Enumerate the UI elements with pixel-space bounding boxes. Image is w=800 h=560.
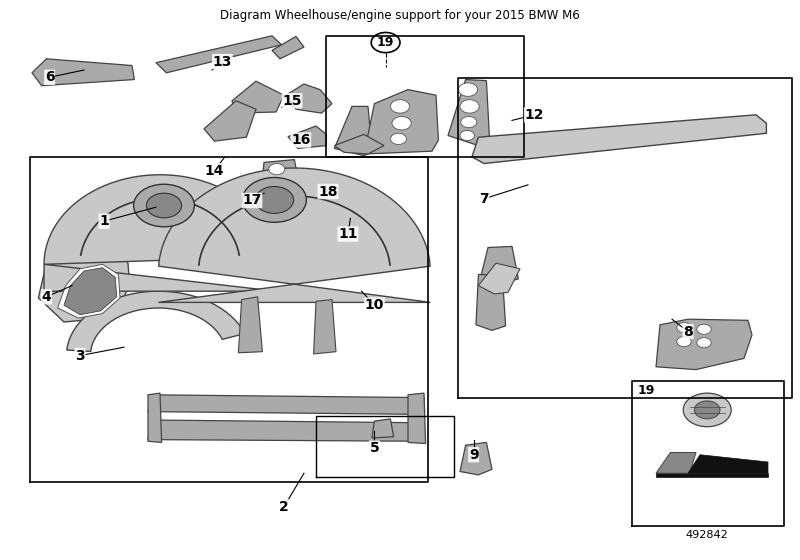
Circle shape bbox=[697, 338, 711, 348]
Polygon shape bbox=[480, 246, 518, 284]
Circle shape bbox=[390, 100, 410, 113]
Circle shape bbox=[694, 401, 720, 419]
Polygon shape bbox=[314, 300, 336, 354]
Circle shape bbox=[270, 178, 286, 189]
Polygon shape bbox=[32, 59, 134, 86]
Polygon shape bbox=[66, 291, 245, 352]
Text: 10: 10 bbox=[365, 298, 384, 312]
Circle shape bbox=[255, 186, 294, 213]
Text: Diagram Wheelhouse/engine support for your 2015 BMW M6: Diagram Wheelhouse/engine support for yo… bbox=[220, 9, 580, 22]
Circle shape bbox=[269, 164, 285, 175]
Circle shape bbox=[390, 133, 406, 144]
Text: 8: 8 bbox=[683, 325, 693, 338]
Polygon shape bbox=[148, 420, 424, 441]
Text: 15: 15 bbox=[282, 94, 302, 108]
Circle shape bbox=[458, 83, 478, 96]
Polygon shape bbox=[316, 180, 344, 200]
Polygon shape bbox=[158, 168, 430, 302]
Polygon shape bbox=[408, 393, 426, 444]
Text: 4: 4 bbox=[42, 290, 51, 304]
Circle shape bbox=[683, 393, 731, 427]
Text: 492842: 492842 bbox=[686, 530, 729, 540]
Polygon shape bbox=[372, 419, 394, 438]
Polygon shape bbox=[460, 442, 492, 475]
Polygon shape bbox=[448, 80, 490, 146]
Polygon shape bbox=[476, 274, 506, 330]
Polygon shape bbox=[148, 395, 424, 414]
Polygon shape bbox=[260, 160, 302, 208]
Polygon shape bbox=[478, 263, 520, 294]
Circle shape bbox=[677, 337, 691, 347]
Polygon shape bbox=[238, 297, 262, 353]
Circle shape bbox=[242, 178, 306, 222]
Polygon shape bbox=[336, 212, 358, 230]
Text: 18: 18 bbox=[318, 185, 338, 199]
Text: 19: 19 bbox=[638, 384, 655, 398]
Polygon shape bbox=[334, 134, 384, 154]
Polygon shape bbox=[342, 218, 372, 268]
Polygon shape bbox=[284, 84, 332, 113]
Circle shape bbox=[460, 130, 474, 141]
Polygon shape bbox=[364, 90, 438, 154]
Text: 6: 6 bbox=[45, 71, 54, 85]
Polygon shape bbox=[656, 319, 752, 370]
Text: 19: 19 bbox=[377, 36, 394, 49]
Circle shape bbox=[697, 324, 711, 334]
Circle shape bbox=[134, 184, 194, 227]
Circle shape bbox=[461, 116, 477, 128]
Polygon shape bbox=[272, 36, 304, 59]
Polygon shape bbox=[288, 126, 326, 148]
Polygon shape bbox=[44, 175, 276, 291]
Polygon shape bbox=[58, 264, 120, 318]
Polygon shape bbox=[148, 393, 162, 442]
Polygon shape bbox=[334, 106, 372, 156]
Polygon shape bbox=[156, 36, 282, 73]
Polygon shape bbox=[64, 268, 117, 315]
Text: 16: 16 bbox=[291, 133, 310, 147]
Text: 9: 9 bbox=[469, 448, 478, 461]
Polygon shape bbox=[688, 455, 768, 473]
Polygon shape bbox=[472, 115, 766, 164]
Polygon shape bbox=[38, 242, 130, 322]
Polygon shape bbox=[204, 101, 256, 141]
Text: 1: 1 bbox=[99, 214, 109, 228]
Circle shape bbox=[460, 100, 479, 113]
Text: 13: 13 bbox=[213, 54, 232, 68]
Text: 12: 12 bbox=[525, 108, 544, 122]
Polygon shape bbox=[232, 81, 284, 113]
Polygon shape bbox=[656, 452, 696, 473]
Polygon shape bbox=[656, 473, 768, 477]
Text: 7: 7 bbox=[479, 192, 489, 206]
Circle shape bbox=[392, 116, 411, 130]
Text: 5: 5 bbox=[370, 441, 379, 455]
Text: 17: 17 bbox=[242, 194, 262, 208]
Circle shape bbox=[146, 193, 182, 218]
Circle shape bbox=[677, 323, 691, 333]
Text: 3: 3 bbox=[75, 348, 85, 363]
Text: 2: 2 bbox=[279, 500, 289, 514]
Text: 11: 11 bbox=[338, 227, 358, 241]
Circle shape bbox=[272, 192, 288, 203]
Text: 14: 14 bbox=[205, 164, 224, 178]
